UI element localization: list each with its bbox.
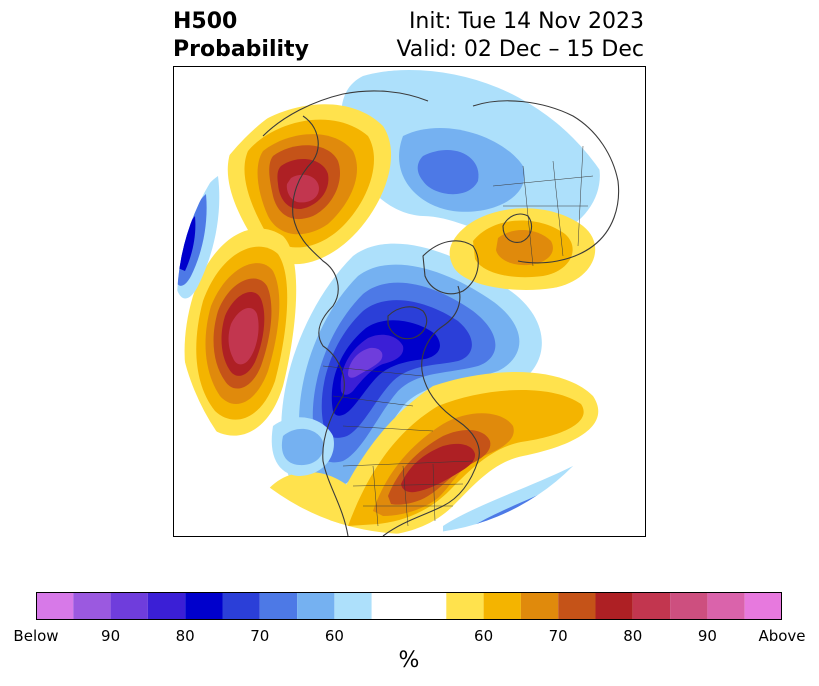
colorbar-above-swatch — [670, 592, 708, 620]
colorbar-tick-label: 70 — [250, 627, 270, 645]
colorbar-below-swatch — [259, 592, 298, 620]
colorbar-tick-label: 70 — [548, 627, 568, 645]
colorbar-above-swatch — [483, 592, 521, 620]
colorbar-above-swatch — [446, 592, 484, 620]
colorbar-tick-label: 90 — [697, 627, 717, 645]
colorbar-below-swatch — [110, 592, 148, 620]
colorbar-below-swatch — [334, 592, 372, 620]
title-field-label: H500 — [173, 9, 238, 34]
colorbar-above-swatch — [632, 592, 671, 620]
colorbar-above-swatch — [707, 592, 745, 620]
wcanada-below-80 — [331, 320, 440, 416]
borders-canada — [322, 365, 434, 432]
colorbar-tick-label: 60 — [324, 627, 344, 645]
colorbar-below-swatch — [36, 592, 74, 620]
colorbar-unit: % — [398, 648, 420, 673]
colorbar-tick-label: Above — [758, 627, 806, 645]
colorbar-tick-label: 90 — [101, 627, 121, 645]
colorbar-below-swatch — [185, 592, 223, 620]
colorbar-below-swatch — [222, 592, 260, 620]
colorbar-above-swatch — [520, 592, 559, 620]
title-field-type: Probability — [173, 37, 309, 62]
colorbar-tick-label: 80 — [623, 627, 643, 645]
colorbar-below-swatch — [297, 592, 335, 620]
coastline-greenland — [422, 240, 479, 295]
wcanada-below-90 — [348, 347, 383, 378]
coastline-na-west — [292, 115, 349, 537]
colorbar-neutral-swatch — [371, 592, 447, 620]
colorbar-below-swatch — [73, 592, 111, 620]
coastline-eurasia — [472, 100, 620, 264]
map-title: H500 Probability — [173, 8, 309, 64]
borders-eurasia — [492, 145, 594, 267]
init-date-label: Init: Tue 14 Nov 2023 — [408, 9, 644, 34]
gulf-below-3 — [281, 428, 324, 466]
borders-us — [342, 460, 474, 527]
colorbar-below-swatch — [147, 592, 186, 620]
alaska-above-85 — [286, 174, 319, 203]
colorbar-above-swatch — [744, 592, 782, 620]
us-above-80 — [401, 443, 476, 493]
colorbar-tick-label: Below — [13, 627, 59, 645]
colorbar-above-swatch — [595, 592, 633, 620]
arctic-below-80 — [417, 150, 479, 195]
coastline-hudson — [387, 306, 428, 340]
coastline-asia — [262, 90, 429, 137]
colorbar-border — [36, 592, 782, 620]
colorbar-tick-label: 60 — [474, 627, 494, 645]
map-dates: Init: Tue 14 Nov 2023 Valid: 02 Dec – 15… — [396, 8, 644, 64]
colorbar — [36, 592, 782, 620]
colorbar-tick-label: 80 — [175, 627, 195, 645]
valid-range-label: Valid: 02 Dec – 15 Dec — [396, 37, 644, 62]
coastline-scandinavia — [502, 213, 533, 243]
probability-map — [173, 66, 646, 537]
pacific-above-85 — [228, 308, 259, 365]
eurasia-above-70 — [496, 230, 553, 266]
colorbar-above-swatch — [558, 592, 596, 620]
